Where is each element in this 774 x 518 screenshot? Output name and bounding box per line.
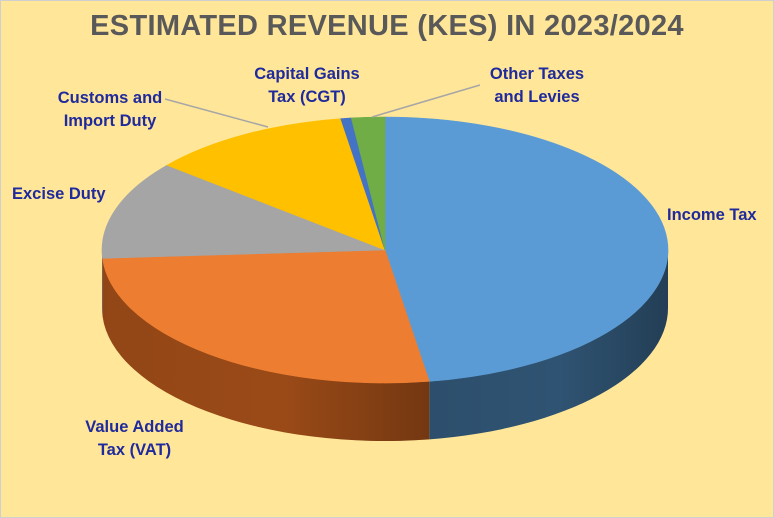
leader-line <box>164 98 269 128</box>
slice-label-line: Capital Gains <box>254 65 360 83</box>
slice-value-added-tax-vat[interactable] <box>102 249 430 384</box>
slice-label-customs: Customs and Import Duty <box>45 87 175 133</box>
slice-label-line: Import Duty <box>63 112 157 130</box>
slice-label-cgt: Capital Gains Tax (CGT) <box>242 63 372 109</box>
slice-side-shade <box>102 250 103 317</box>
slice-label-other: Other Taxes and Levies <box>472 63 602 109</box>
slice-label-line: and Levies <box>494 88 580 106</box>
pie-slices <box>101 116 669 384</box>
slice-label-excise-duty: Excise Duty <box>12 183 106 206</box>
leader-lines <box>164 84 481 128</box>
slice-label-income-tax: Income Tax <box>667 204 757 227</box>
slice-side-shade <box>429 250 668 440</box>
slice-label-line: Tax (VAT) <box>97 441 172 459</box>
slice-label-line: Value Added <box>85 418 184 436</box>
slice-label-line: Other Taxes <box>489 65 585 83</box>
slice-label-line: Income Tax <box>667 206 757 224</box>
slice-side-shade <box>102 258 430 441</box>
pie-sides <box>102 250 668 441</box>
slice-label-line: Excise Duty <box>12 185 106 203</box>
slice-label-line: Tax (CGT) <box>268 88 346 106</box>
slice-income-tax[interactable] <box>384 116 669 382</box>
slice-other-taxes-and-levies[interactable] <box>350 116 386 251</box>
slice-customs-and-import-duty[interactable] <box>166 118 386 251</box>
chart-title: ESTIMATED REVENUE (KES) IN 2023/2024 <box>90 10 684 42</box>
slice-excise-duty[interactable] <box>101 164 386 259</box>
slice-label-line: Customs and <box>57 89 163 107</box>
slice-label-vat: Value Added Tax (VAT) <box>72 416 197 462</box>
leader-line <box>371 84 481 118</box>
